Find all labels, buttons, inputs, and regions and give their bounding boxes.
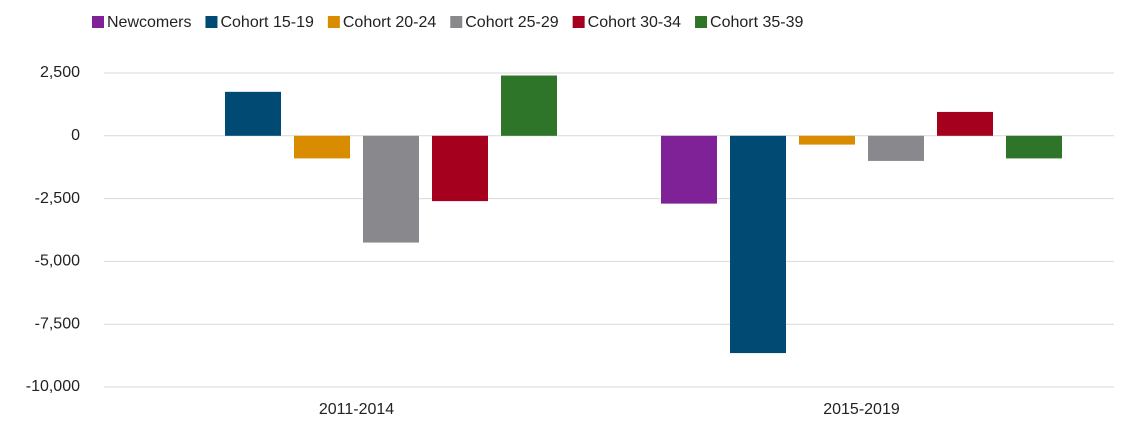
bar: [363, 135, 419, 243]
legend-swatch: [695, 16, 708, 28]
y-tick-label: -7,500: [35, 315, 80, 332]
legend-swatch: [92, 16, 104, 28]
bar: [501, 75, 557, 136]
x-tick-label: 2011-2014: [319, 401, 394, 418]
y-tick-label: -5,000: [35, 253, 80, 270]
y-tick-label: 0: [71, 127, 80, 144]
legend-swatch: [450, 16, 463, 28]
legend-label: Cohort 30-34: [588, 14, 681, 31]
bar: [868, 135, 924, 161]
bar: [432, 135, 488, 202]
legend-label: Cohort 15-19: [220, 14, 313, 31]
y-tick-label: -10,000: [26, 378, 80, 395]
x-tick-label: 2015-2019: [823, 401, 900, 418]
bar: [225, 91, 281, 136]
bar: [730, 135, 786, 354]
legend-label: Cohort 20-24: [343, 14, 436, 31]
legend-swatch: [572, 16, 585, 28]
bar: [661, 135, 717, 204]
bar: [937, 111, 993, 136]
bar: [294, 135, 350, 159]
legend-label: Newcomers: [107, 14, 191, 31]
y-tick-label: -2,500: [35, 190, 80, 207]
bar: [1006, 135, 1062, 159]
legend-label: Cohort 25-29: [465, 14, 558, 31]
legend-label: Cohort 35-39: [710, 14, 803, 31]
bar: [799, 135, 855, 145]
legend-swatch: [205, 16, 218, 28]
legend-swatch: [327, 16, 340, 28]
y-tick-label: 2,500: [40, 64, 80, 81]
